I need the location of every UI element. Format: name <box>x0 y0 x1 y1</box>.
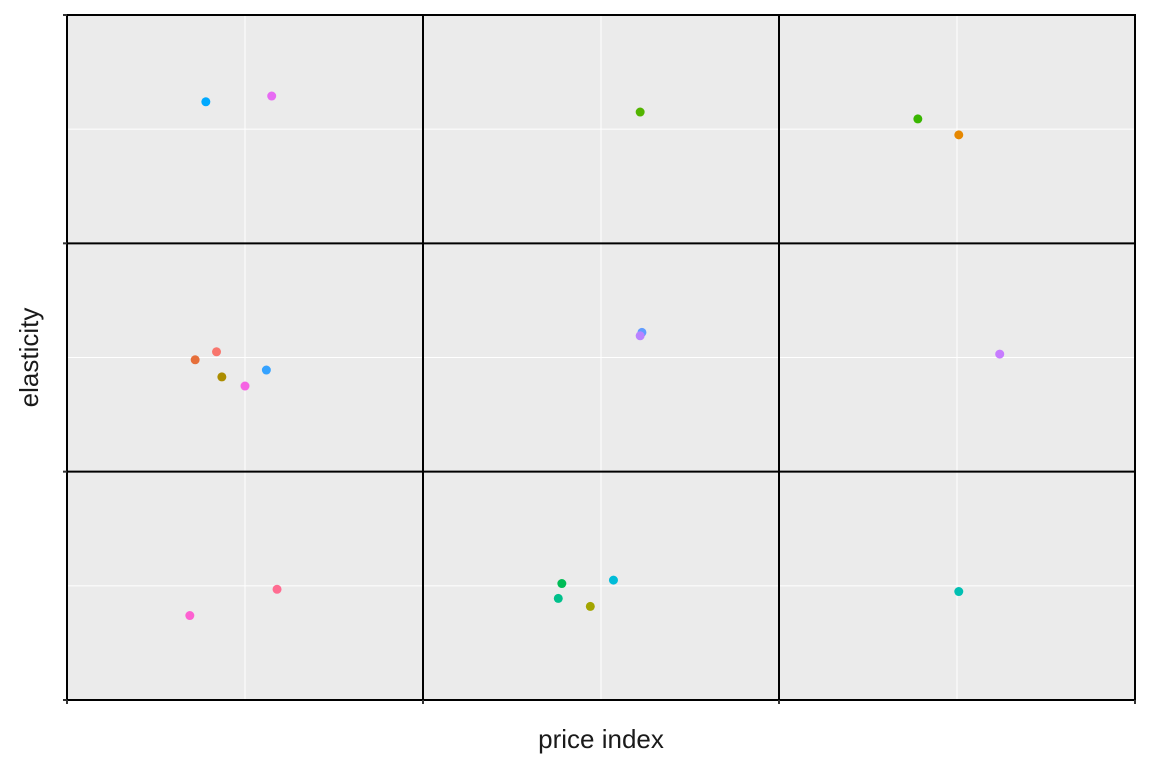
axis-ticks <box>63 14 1136 704</box>
data-point <box>954 130 964 140</box>
y-axis-title: elasticity <box>14 308 44 408</box>
data-point <box>212 347 222 357</box>
grid-lines <box>67 15 1135 700</box>
data-point <box>217 372 227 382</box>
data-point <box>913 114 923 124</box>
data-point <box>954 587 964 597</box>
data-point <box>190 355 200 365</box>
data-point <box>557 579 567 589</box>
data-point <box>185 611 195 621</box>
data-point <box>267 91 277 101</box>
data-point <box>272 584 282 594</box>
data-point <box>995 349 1005 359</box>
data-point <box>553 593 563 603</box>
data-point <box>635 331 645 341</box>
data-point <box>608 575 618 585</box>
data-point <box>240 381 250 391</box>
panel-border <box>66 14 1136 701</box>
data-points <box>185 91 1005 621</box>
panel-dividers <box>66 14 1136 701</box>
data-point <box>261 365 271 375</box>
data-point <box>201 97 211 107</box>
x-axis-title: price index <box>538 724 664 754</box>
data-point <box>635 107 645 117</box>
data-point <box>585 601 595 611</box>
